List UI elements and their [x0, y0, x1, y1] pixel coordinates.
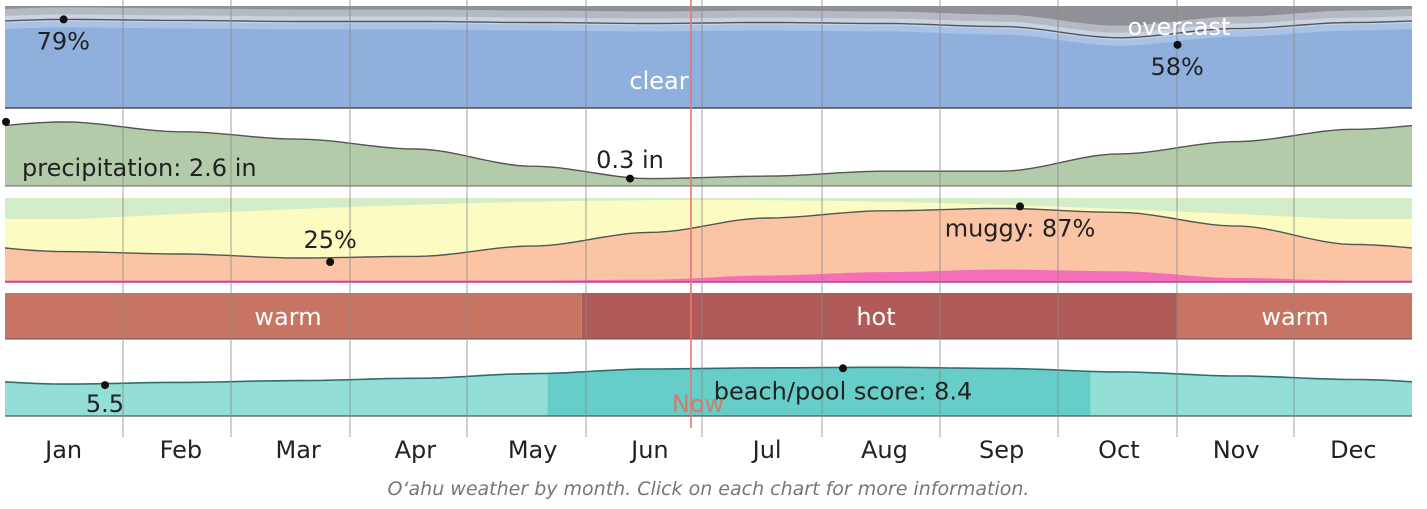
beach-best-area	[547, 367, 1091, 416]
cloud-oct-label: 58%	[1151, 53, 1204, 81]
cloud-jan-label: 79%	[37, 27, 90, 55]
cloud-line	[4, 18, 1413, 39]
temp-segment-hot	[581, 293, 1178, 339]
month-label: May	[508, 436, 558, 464]
month-label: Sep	[979, 436, 1024, 464]
precipitation-area	[5, 121, 1412, 186]
beach-dot-aug	[839, 364, 847, 373]
month-gridlines	[122, 0, 1295, 437]
humid-dot-sep	[1016, 202, 1024, 211]
beach-line	[4, 366, 1413, 385]
chart-caption: O‘ahu weather by month. Click on each ch…	[387, 478, 1030, 500]
temp-segment-warm	[5, 293, 582, 339]
month-label: Oct	[1098, 436, 1140, 464]
precip-jan-label: precipitation: 2.6 in	[22, 154, 257, 182]
month-label: Apr	[395, 436, 437, 464]
precipitation-line	[4, 121, 1413, 180]
month-label: Jul	[751, 436, 782, 464]
weather-chart[interactable]: 79% 58% clear overcast precipitation: 2.6 in…	[0, 0, 1427, 470]
temp-segment-warm	[1177, 293, 1412, 339]
clear-label: clear	[629, 67, 688, 95]
month-axis: Jan Feb Mar Apr May Jun Jul Aug Sep Oct Nov Dec	[43, 436, 1376, 464]
band-clear	[5, 27, 1412, 108]
cloud-dot-oct	[1173, 40, 1182, 49]
month-label: Dec	[1330, 436, 1376, 464]
month-label: Jan	[43, 436, 82, 464]
month-label: Nov	[1213, 436, 1260, 464]
beach-jan-label: 5.5	[86, 390, 124, 418]
now-label: Now	[672, 390, 724, 418]
overcast-label: overcast	[1128, 13, 1231, 41]
temperature-band-chart[interactable]	[5, 293, 1412, 340]
precip-jun-label: 0.3 in	[596, 146, 664, 174]
muggy-label: muggy: 87%	[945, 214, 1096, 242]
month-label: Feb	[160, 436, 203, 464]
month-label: Jun	[629, 436, 669, 464]
precip-dot-jun	[626, 174, 634, 183]
beach-dot-jan	[101, 381, 109, 390]
humid-mar-label: 25%	[303, 226, 356, 254]
precip-dot-jan	[2, 117, 10, 126]
now-marker: Now	[672, 0, 724, 428]
band-muggy	[5, 208, 1412, 282]
humidity-chart[interactable]	[4, 198, 1413, 283]
muggy-line	[4, 207, 1413, 259]
temp-label-warm: warm	[254, 303, 321, 331]
annotation-labels: 79% 58% clear overcast precipitation: 2.6 in…	[2, 13, 1329, 418]
humid-dot-mar	[326, 258, 335, 266]
month-label: Aug	[861, 436, 908, 464]
band-oppressive	[5, 269, 1412, 282]
temp-label-hot: hot	[856, 303, 895, 331]
cloud-dot-jan	[59, 15, 68, 24]
beach-score-label: beach/pool score: 8.4	[714, 377, 972, 405]
temp-label-warm: warm	[1261, 303, 1328, 331]
month-label: Mar	[275, 436, 320, 464]
